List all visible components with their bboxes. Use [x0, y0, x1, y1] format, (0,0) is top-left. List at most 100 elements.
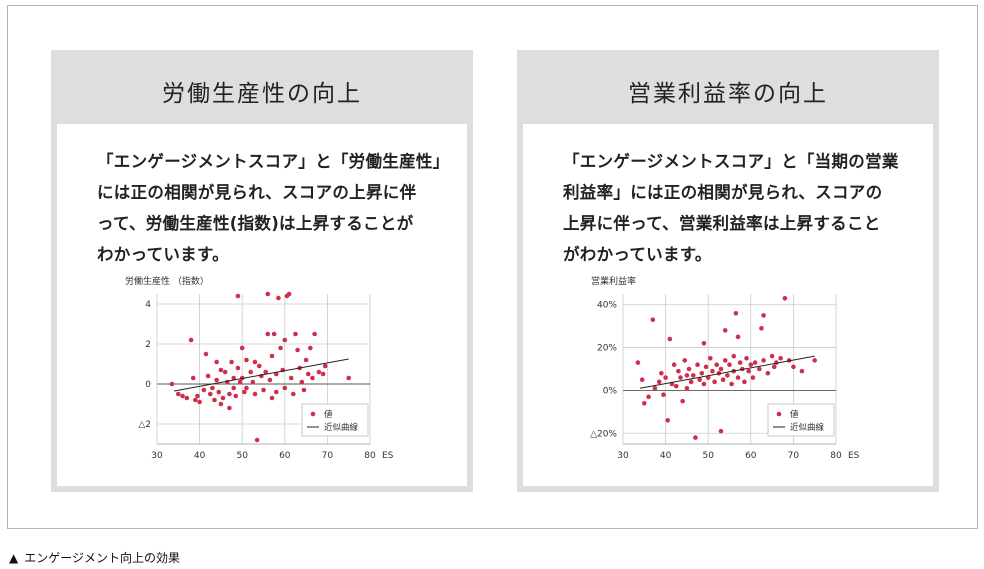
data-point	[229, 359, 234, 365]
data-point	[659, 370, 664, 376]
data-point	[293, 331, 298, 337]
data-point	[684, 373, 690, 378]
data-point	[282, 337, 288, 343]
data-point	[291, 391, 296, 397]
data-point	[169, 381, 175, 387]
data-point	[690, 373, 696, 378]
data-point	[701, 340, 707, 346]
data-point	[267, 377, 273, 383]
data-point	[646, 394, 651, 400]
data-point	[699, 370, 705, 376]
legend-point-marker	[776, 411, 782, 417]
data-point	[222, 369, 228, 375]
data-point	[663, 375, 668, 380]
data-point	[748, 362, 754, 368]
data-point	[671, 362, 677, 368]
data-point	[210, 385, 215, 391]
data-point	[714, 362, 720, 368]
data-point	[676, 368, 681, 374]
data-point	[782, 295, 788, 301]
data-point	[301, 387, 307, 393]
data-point	[276, 295, 281, 301]
data-point	[303, 357, 309, 363]
data-point	[761, 313, 766, 318]
trend-line	[173, 358, 349, 392]
data-point	[250, 379, 256, 385]
x-axis-label: ES	[382, 451, 394, 461]
description-line: がわかっています。	[563, 245, 712, 264]
data-point	[752, 360, 758, 365]
data-point	[665, 418, 671, 423]
data-point	[697, 377, 702, 383]
data-point	[235, 365, 241, 371]
data-point	[642, 400, 647, 406]
data-point	[214, 377, 219, 383]
data-point	[735, 375, 741, 380]
data-point	[673, 383, 679, 389]
data-point	[742, 379, 747, 385]
data-point	[235, 293, 241, 299]
data-point	[269, 395, 275, 401]
triangle-marker-icon: ▲	[9, 551, 19, 565]
data-point	[678, 375, 683, 380]
data-point	[176, 391, 181, 397]
data-point	[682, 358, 688, 363]
data-point	[733, 310, 739, 316]
data-point	[718, 428, 724, 434]
data-point	[193, 397, 198, 403]
description-line: 上昇に伴って、営業利益率は上昇すること	[563, 214, 881, 233]
x-tick-label: 60	[279, 451, 291, 461]
data-point	[778, 355, 783, 361]
description-line: には正の相関が見られ、スコアの上昇に伴	[97, 183, 417, 202]
data-point	[703, 364, 709, 370]
data-point	[231, 385, 236, 391]
data-point	[188, 337, 194, 343]
y-axis-label: 営業利益率	[591, 275, 636, 287]
data-point	[282, 385, 288, 391]
data-point	[252, 391, 258, 397]
data-point	[722, 358, 728, 363]
data-point	[197, 399, 202, 405]
legend-box	[301, 403, 369, 437]
trend-line	[639, 355, 815, 389]
x-tick-label: 30	[151, 451, 163, 461]
card-title: 営業利益率の向上	[628, 81, 828, 107]
y-tick-label: 40%	[597, 301, 617, 311]
data-point	[701, 381, 707, 387]
data-point	[207, 391, 213, 397]
profit-margin-card: 営業利益率の向上 「エンゲージメントスコア」と「当期の営業 利益率」には正の相関…	[517, 50, 939, 492]
x-tick-label: 40	[194, 451, 206, 461]
data-point	[686, 366, 692, 372]
data-point	[316, 369, 322, 375]
data-point	[750, 375, 756, 380]
data-point	[650, 317, 656, 323]
data-point	[244, 385, 249, 391]
data-point	[214, 359, 219, 365]
data-point	[288, 375, 294, 381]
y-tick-label: 2	[145, 340, 151, 350]
y-tick-label: 0	[145, 380, 151, 390]
y-tick-label: △2	[138, 420, 151, 430]
x-tick-label: 30	[617, 451, 629, 461]
x-tick-label: 50	[236, 451, 248, 461]
legend-label: 近似曲線	[790, 422, 825, 433]
data-point	[263, 369, 268, 375]
data-point	[195, 393, 200, 399]
data-point	[308, 345, 313, 351]
data-point	[710, 368, 715, 374]
data-point	[731, 353, 737, 359]
data-point	[712, 379, 717, 385]
data-point	[322, 363, 328, 369]
data-point	[265, 291, 271, 297]
data-point	[812, 358, 817, 363]
data-point	[305, 371, 311, 377]
data-point	[722, 328, 728, 333]
data-point	[271, 331, 277, 337]
data-point	[184, 395, 190, 401]
data-point	[684, 385, 690, 391]
legend-label: 値	[324, 409, 333, 420]
legend-point-marker	[310, 411, 316, 417]
data-point	[727, 362, 732, 368]
data-point	[190, 375, 196, 381]
data-point	[639, 377, 645, 383]
